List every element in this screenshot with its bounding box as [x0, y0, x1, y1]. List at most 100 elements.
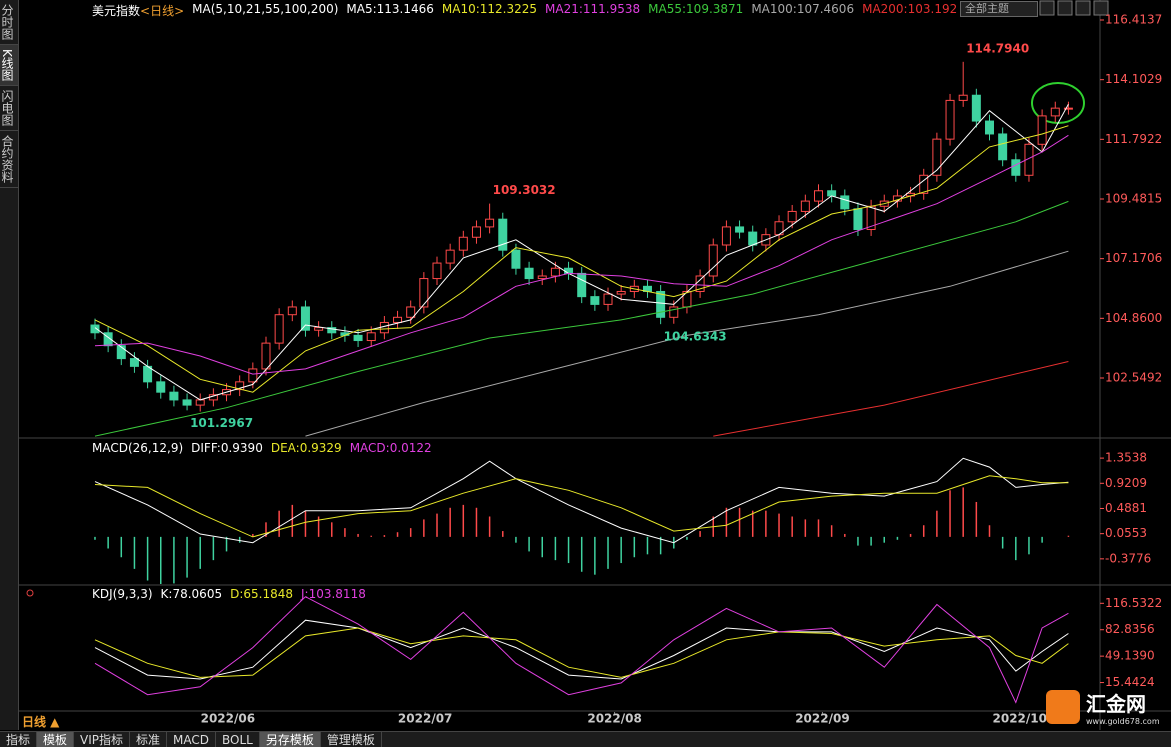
- candle-body: [564, 267, 574, 274]
- candle-body: [156, 381, 166, 393]
- candle-body: [419, 278, 429, 308]
- candle-body: [919, 174, 929, 194]
- x-tick-label: 2022/10: [993, 712, 1047, 726]
- candle-body: [735, 226, 745, 233]
- x-tick-label: 2022/06: [201, 712, 255, 726]
- legend-entry: MA55:109.3871: [648, 2, 744, 16]
- ma-line: [305, 250, 1069, 437]
- side-tab[interactable]: 合约资料: [0, 131, 18, 188]
- candle-body: [248, 368, 258, 383]
- logo-name: 汇金网: [1086, 692, 1146, 716]
- candle-body: [590, 296, 600, 305]
- ma-line: [94, 104, 1069, 401]
- extreme-label: 109.3032: [493, 183, 556, 197]
- x-tick-label: 2022/09: [795, 712, 849, 726]
- y-tick-label: 104.8600: [1105, 311, 1162, 325]
- tab[interactable]: 管理模板: [321, 732, 382, 747]
- sidebar: 分时图 K线图 闪电图 合约资料: [0, 0, 19, 730]
- legend-title: KDJ(9,3,3): [92, 587, 153, 601]
- candle-body: [314, 327, 324, 331]
- y-tick-label: 116.4137: [1105, 13, 1162, 27]
- candle-body: [366, 332, 376, 342]
- y-tick-label: 111.7922: [1105, 132, 1162, 146]
- candle-body: [958, 94, 968, 101]
- candle-body: [708, 244, 718, 277]
- y-tick-label: 109.4815: [1105, 191, 1162, 205]
- tab[interactable]: 指标: [0, 732, 38, 747]
- plot: [90, 61, 1073, 437]
- legend-entry: DEA:0.9329: [270, 441, 342, 455]
- candle-body: [406, 306, 416, 318]
- candle-body: [971, 94, 981, 122]
- candle-body: [261, 342, 271, 370]
- candle-body: [287, 306, 297, 316]
- side-tab[interactable]: 分时图: [0, 0, 18, 45]
- candle-body: [800, 200, 810, 212]
- candle-body: [103, 332, 113, 347]
- tab[interactable]: 另存模板: [259, 732, 321, 747]
- tool-button[interactable]: [1039, 0, 1055, 16]
- candle-body: [669, 306, 679, 318]
- candle-body: [603, 293, 613, 305]
- candle-body: [932, 138, 942, 176]
- legend-entry: MA200:103.192: [862, 2, 958, 16]
- candle-body: [1050, 107, 1060, 117]
- logo-url: www.gold678.com: [1086, 717, 1160, 726]
- tab[interactable]: MACD: [167, 732, 217, 747]
- legend-entry: J:103.8118: [301, 587, 366, 601]
- candle-body: [511, 249, 521, 269]
- candle-body: [985, 120, 995, 135]
- candle-body: [458, 236, 468, 251]
- candle-body: [90, 324, 100, 334]
- candle-body: [353, 334, 363, 342]
- logo-icon: [1046, 690, 1080, 724]
- candle-body: [840, 195, 850, 210]
- legend-entry: K:78.0605: [160, 587, 223, 601]
- period-tab[interactable]: 日线 ▲: [22, 715, 60, 729]
- tab[interactable]: VIP指标: [74, 732, 131, 747]
- tool-button[interactable]: [1093, 0, 1109, 16]
- x-tick-label: 2022/08: [587, 712, 641, 726]
- y-tick-label: 1.3538: [1105, 451, 1147, 465]
- candle-body: [327, 327, 337, 334]
- ma-line: [94, 619, 1069, 680]
- candle-body: [1063, 107, 1073, 110]
- tab-bar: 指标 模板 VIP指标 标准 MACD BOLL 另存模板 管理模板: [0, 731, 1171, 747]
- macd-legend: MACD(26,12,9) DIFF:0.9390 DEA:0.9329 MACD:0…: [92, 441, 432, 455]
- candle-body: [721, 226, 731, 246]
- plot: [94, 596, 1069, 704]
- candle-body: [945, 99, 955, 140]
- tool-button[interactable]: [1057, 0, 1073, 16]
- ma-line: [94, 200, 1069, 437]
- candle-body: [235, 381, 245, 391]
- candle-body: [393, 316, 403, 323]
- candle-body: [498, 218, 508, 251]
- candle-body: [577, 272, 587, 298]
- tab[interactable]: 标准: [130, 732, 168, 747]
- legend-title: MACD(26,12,9): [92, 441, 184, 455]
- kdj-legend: KDJ(9,3,3) K:78.0605 D:65.1848 J:103.8118: [92, 587, 366, 601]
- ma-line: [713, 361, 1069, 437]
- theme-select[interactable]: 全部主题: [960, 1, 1038, 17]
- extreme-label: 104.6343: [664, 330, 727, 344]
- side-tab[interactable]: 闪电图: [0, 86, 18, 131]
- candle-body: [853, 208, 863, 231]
- tab[interactable]: 模板: [37, 732, 75, 747]
- ma-line: [94, 134, 1069, 375]
- candle-body: [827, 190, 837, 197]
- main-legend: 美元指数 <日线> MA(5,10,21,55,100,200) MA5:113.14…: [92, 2, 957, 19]
- candle-body: [485, 218, 495, 228]
- legend-entry: MA5:113.1466: [346, 2, 434, 16]
- candle-body: [550, 267, 560, 277]
- y-tick-label: 114.1029: [1105, 72, 1162, 86]
- legend-entry: MA100:107.4606: [751, 2, 855, 16]
- candle-body: [537, 275, 547, 280]
- side-tab[interactable]: K线图: [0, 45, 18, 86]
- candle-body: [432, 262, 442, 280]
- candle-body: [274, 314, 284, 344]
- legend-period: <日线>: [140, 4, 185, 18]
- tool-button[interactable]: [1075, 0, 1091, 16]
- tab[interactable]: BOLL: [216, 732, 260, 747]
- candle-body: [1037, 115, 1047, 145]
